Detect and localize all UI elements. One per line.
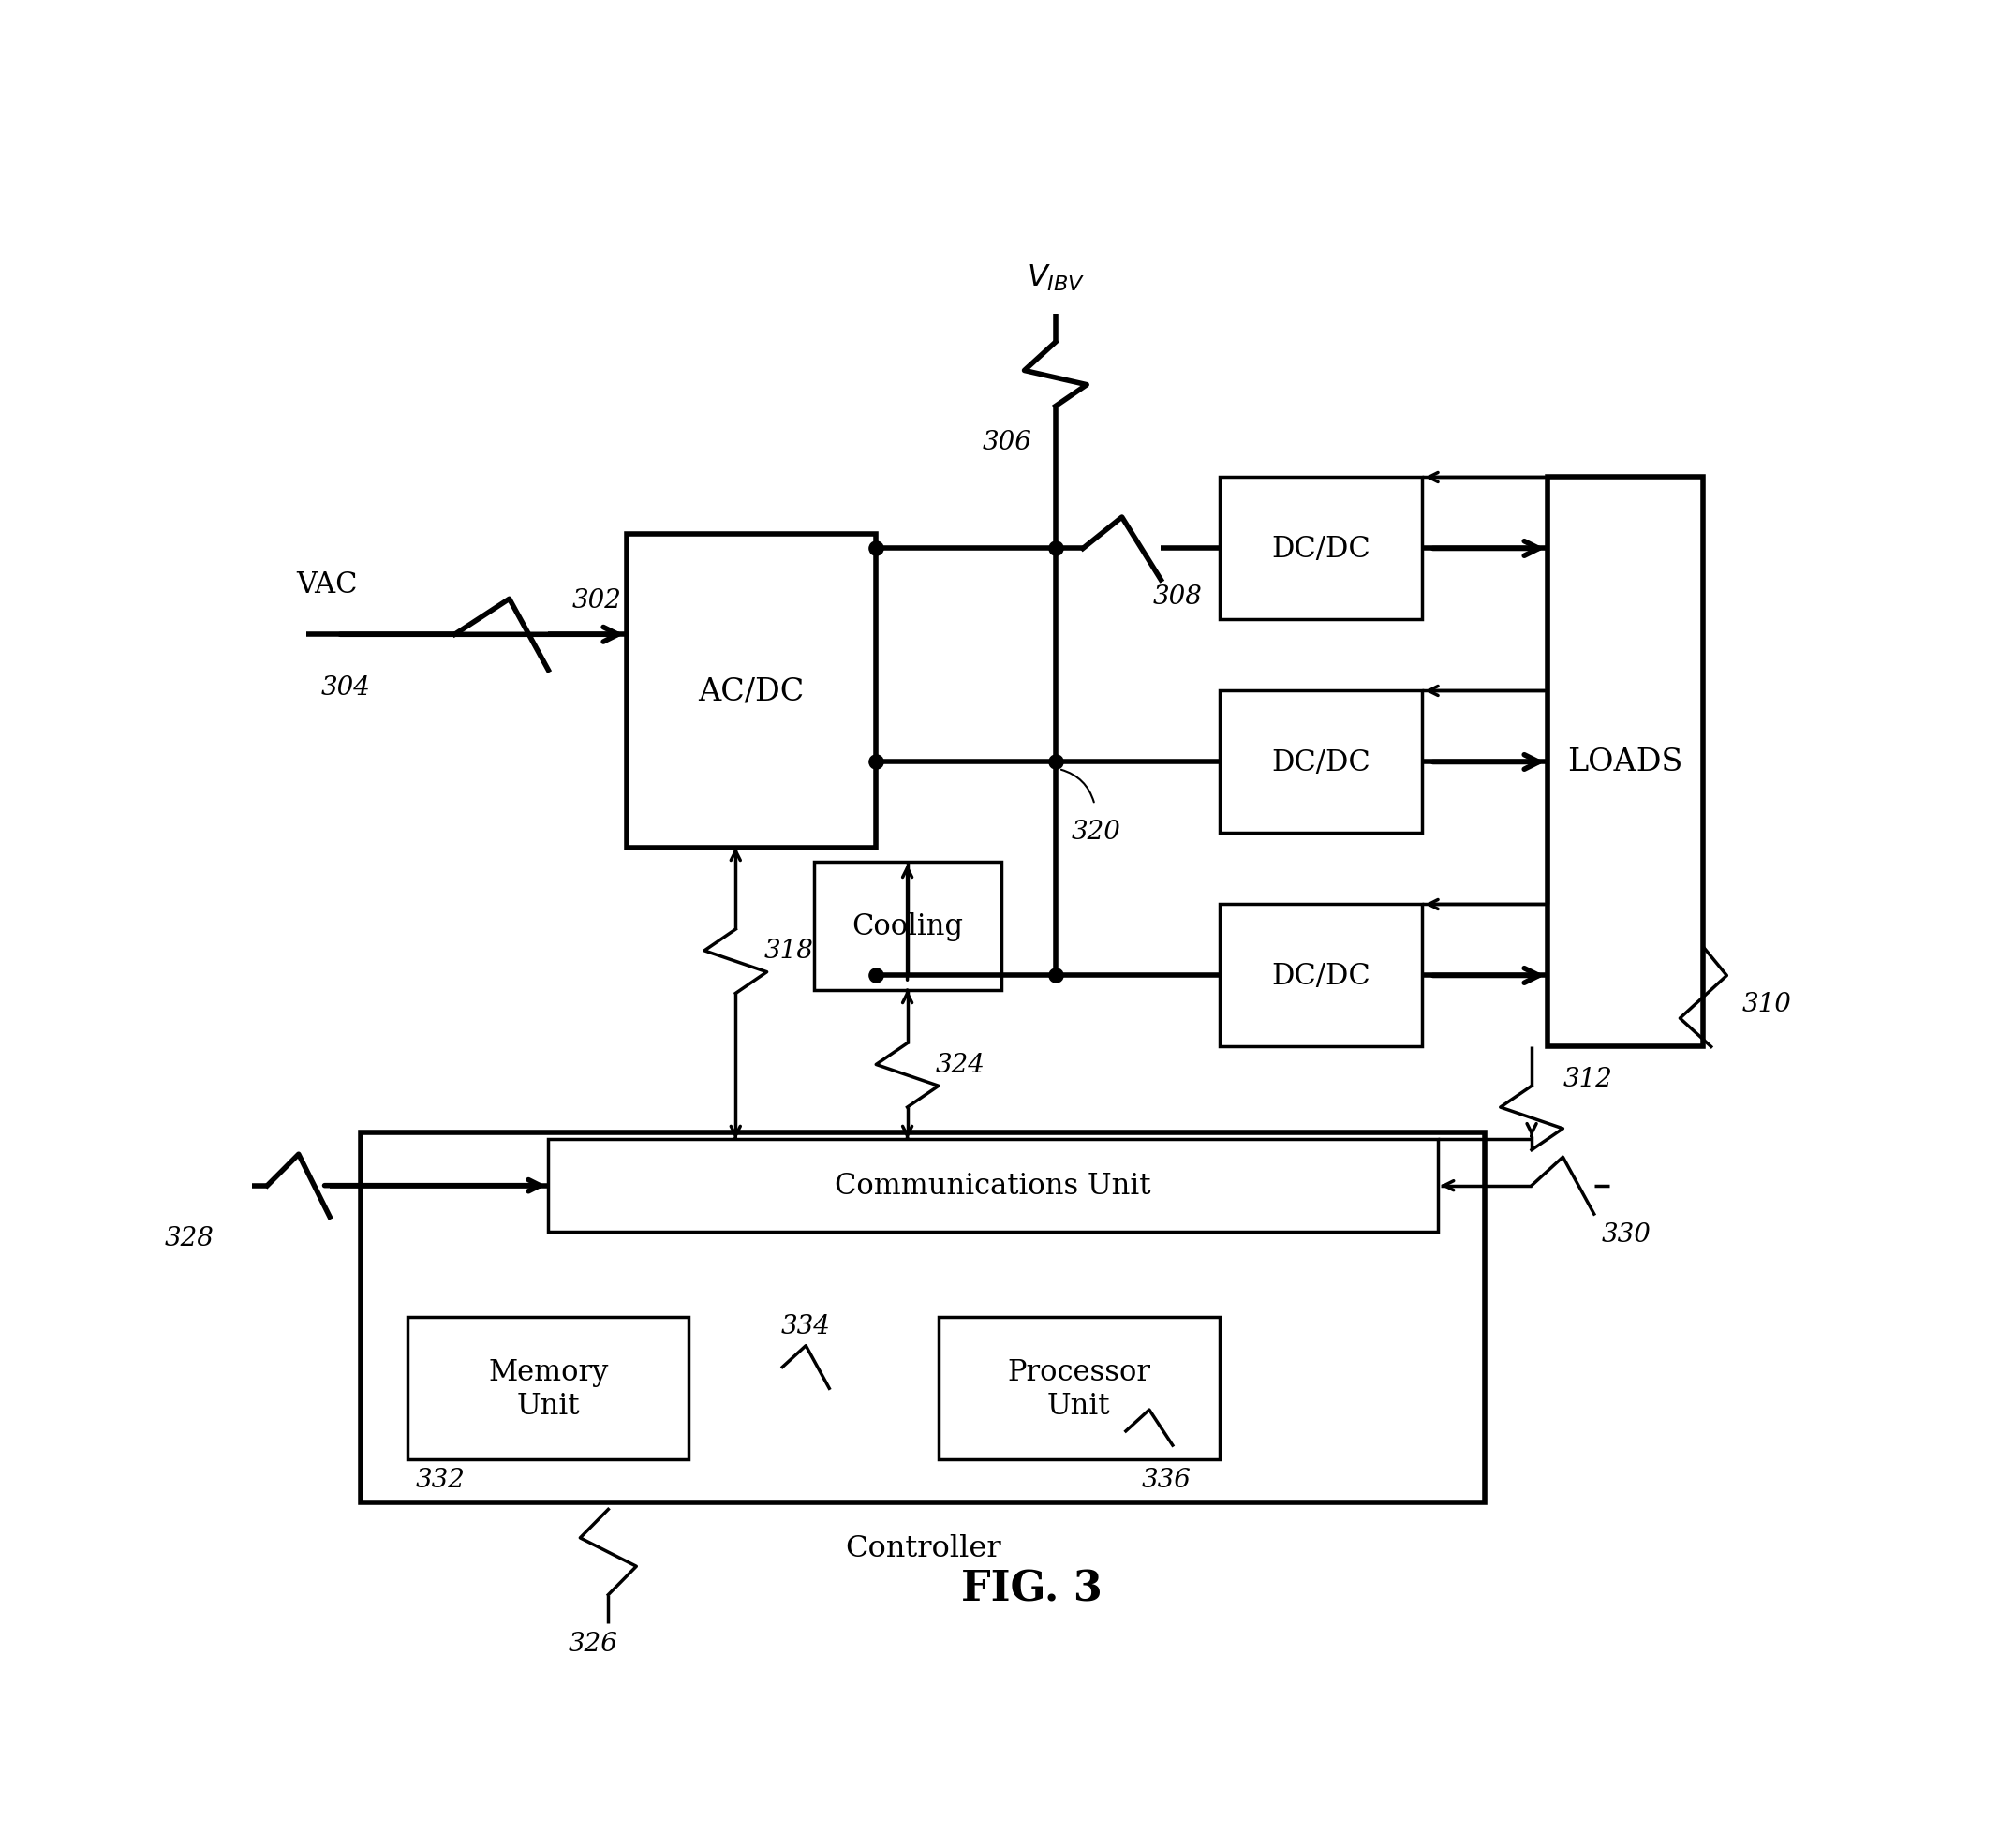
Text: Communications Unit: Communications Unit bbox=[836, 1172, 1152, 1201]
Text: Processor
Unit: Processor Unit bbox=[1007, 1356, 1150, 1419]
Text: Memory
Unit: Memory Unit bbox=[487, 1356, 608, 1419]
Text: VAC: VAC bbox=[296, 571, 356, 599]
Text: 320: 320 bbox=[1071, 819, 1120, 845]
Text: 336: 336 bbox=[1142, 1467, 1190, 1491]
Bar bbox=[1547, 479, 1704, 1048]
Point bbox=[1039, 961, 1071, 991]
Text: 324: 324 bbox=[934, 1052, 985, 1077]
Point bbox=[860, 534, 892, 564]
Text: 310: 310 bbox=[1742, 992, 1792, 1016]
Text: 326: 326 bbox=[568, 1630, 618, 1656]
Bar bbox=[626, 534, 876, 848]
Text: 332: 332 bbox=[415, 1467, 465, 1491]
Text: $V_{IBV}$: $V_{IBV}$ bbox=[1027, 262, 1086, 292]
Point bbox=[1039, 534, 1071, 564]
Bar bbox=[939, 1318, 1220, 1460]
Text: Cooling: Cooling bbox=[852, 911, 963, 941]
Point bbox=[860, 748, 892, 778]
Text: FIG. 3: FIG. 3 bbox=[961, 1569, 1104, 1610]
Text: LOADS: LOADS bbox=[1567, 747, 1684, 778]
Bar bbox=[361, 1133, 1484, 1502]
Bar bbox=[814, 861, 1001, 991]
Text: Controller: Controller bbox=[846, 1534, 1001, 1563]
Point bbox=[1039, 748, 1071, 778]
Text: 328: 328 bbox=[165, 1225, 213, 1251]
Text: 330: 330 bbox=[1601, 1222, 1651, 1247]
Text: AC/DC: AC/DC bbox=[699, 676, 804, 706]
Text: 334: 334 bbox=[781, 1314, 830, 1338]
Text: DC/DC: DC/DC bbox=[1271, 534, 1370, 564]
Bar bbox=[1220, 691, 1422, 833]
Bar bbox=[1220, 479, 1422, 621]
Bar bbox=[1220, 906, 1422, 1048]
Text: DC/DC: DC/DC bbox=[1271, 748, 1370, 776]
Text: 306: 306 bbox=[983, 431, 1033, 455]
Text: 312: 312 bbox=[1563, 1066, 1613, 1092]
Text: DC/DC: DC/DC bbox=[1271, 961, 1370, 991]
Bar bbox=[407, 1318, 689, 1460]
Bar bbox=[548, 1140, 1438, 1233]
Text: 308: 308 bbox=[1154, 584, 1202, 610]
Text: 302: 302 bbox=[572, 588, 620, 614]
Text: 318: 318 bbox=[763, 939, 814, 963]
Text: 304: 304 bbox=[320, 675, 371, 700]
Point bbox=[860, 961, 892, 991]
